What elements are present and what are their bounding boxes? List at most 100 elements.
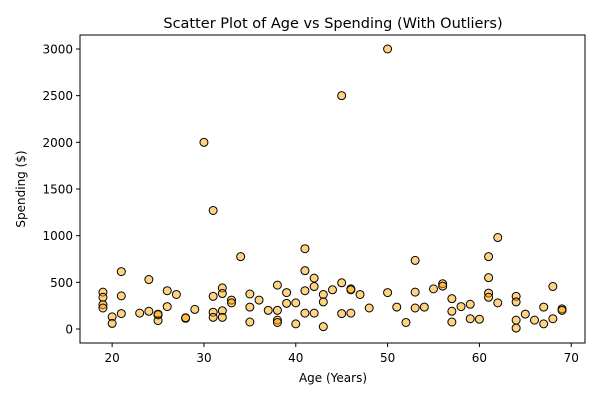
data-point [300, 244, 310, 254]
data-point [328, 285, 337, 295]
data-point [144, 275, 154, 285]
data-point [493, 233, 503, 243]
x-axis-label: Age (Years) [299, 371, 367, 385]
data-point [410, 303, 420, 313]
data-point [337, 278, 347, 288]
data-point [438, 279, 448, 289]
x-tick-label: 70 [564, 351, 579, 365]
data-point [254, 295, 264, 305]
data-point [346, 308, 356, 318]
data-point [208, 312, 218, 322]
data-point [511, 297, 521, 307]
data-point [309, 308, 319, 318]
data-point [291, 298, 301, 308]
data-point [300, 266, 310, 276]
data-point [346, 285, 356, 295]
data-point [530, 315, 539, 325]
data-point [116, 309, 126, 319]
data-point [318, 289, 328, 299]
data-point [419, 302, 429, 312]
data-point [245, 302, 255, 312]
data-point [153, 309, 163, 319]
data-point [116, 267, 126, 277]
data-point [272, 280, 282, 290]
y-tick-label: 1000 [42, 229, 73, 243]
chart-title: Scatter Plot of Age vs Spending (With Ou… [163, 16, 502, 32]
data-point [557, 305, 567, 315]
data-point [227, 298, 236, 308]
x-tick-label: 20 [104, 351, 119, 365]
data-point [98, 300, 108, 310]
data-point [162, 302, 172, 312]
data-point [511, 315, 521, 325]
data-point [107, 318, 117, 328]
data-point [337, 309, 347, 319]
data-point [520, 309, 530, 319]
data-point [465, 299, 475, 309]
data-point [190, 304, 200, 314]
x-tick-label: 50 [380, 351, 395, 365]
data-point [318, 322, 328, 332]
x-axis-ticks: 20 30 40 50 60 70 [104, 343, 579, 365]
data-point [282, 298, 292, 308]
y-tick-label: 2500 [42, 89, 73, 103]
y-tick-label: 0 [65, 323, 73, 337]
data-point [511, 323, 521, 333]
data-point [456, 302, 466, 312]
data-point [401, 317, 411, 327]
y-tick-label: 500 [50, 276, 73, 290]
data-point [208, 205, 218, 215]
data-point [116, 291, 126, 301]
data-point [153, 316, 163, 326]
data-points [98, 44, 567, 333]
y-tick-label: 1500 [42, 183, 73, 197]
data-point [429, 284, 438, 294]
data-point [236, 252, 246, 262]
data-point [465, 314, 475, 324]
data-point [318, 297, 328, 307]
data-point [135, 308, 145, 318]
data-point [309, 282, 319, 292]
data-point [410, 255, 420, 265]
data-point [438, 281, 448, 291]
data-point [539, 319, 549, 329]
y-axis-label: Spending ($) [14, 150, 28, 227]
data-point [383, 44, 393, 54]
data-point [484, 273, 494, 283]
data-point [300, 308, 310, 318]
data-point [447, 317, 457, 327]
data-point [245, 317, 255, 327]
data-point [272, 317, 282, 327]
data-point [309, 273, 319, 283]
data-point [548, 282, 558, 292]
x-tick-label: 30 [196, 351, 211, 365]
data-point [548, 314, 558, 324]
data-point [144, 306, 154, 316]
data-point [272, 305, 282, 315]
data-point [337, 91, 347, 101]
y-tick-label: 3000 [42, 43, 73, 57]
data-point [282, 288, 292, 298]
data-point [162, 286, 172, 296]
data-point [217, 306, 227, 316]
data-point [447, 294, 457, 304]
data-point [383, 288, 393, 298]
data-point [364, 303, 374, 313]
y-tick-label: 2000 [42, 136, 73, 150]
plot-frame [79, 34, 586, 344]
data-point [245, 289, 255, 299]
data-point [171, 289, 181, 299]
data-point [484, 252, 494, 262]
data-point [181, 313, 191, 323]
data-point [263, 305, 273, 315]
data-point [355, 289, 365, 299]
data-point [493, 298, 503, 308]
data-point [217, 312, 227, 322]
data-point [539, 302, 549, 312]
data-point [447, 306, 457, 316]
data-point [217, 289, 227, 299]
data-point [410, 287, 420, 297]
data-point [392, 302, 402, 312]
x-tick-label: 60 [472, 351, 487, 365]
